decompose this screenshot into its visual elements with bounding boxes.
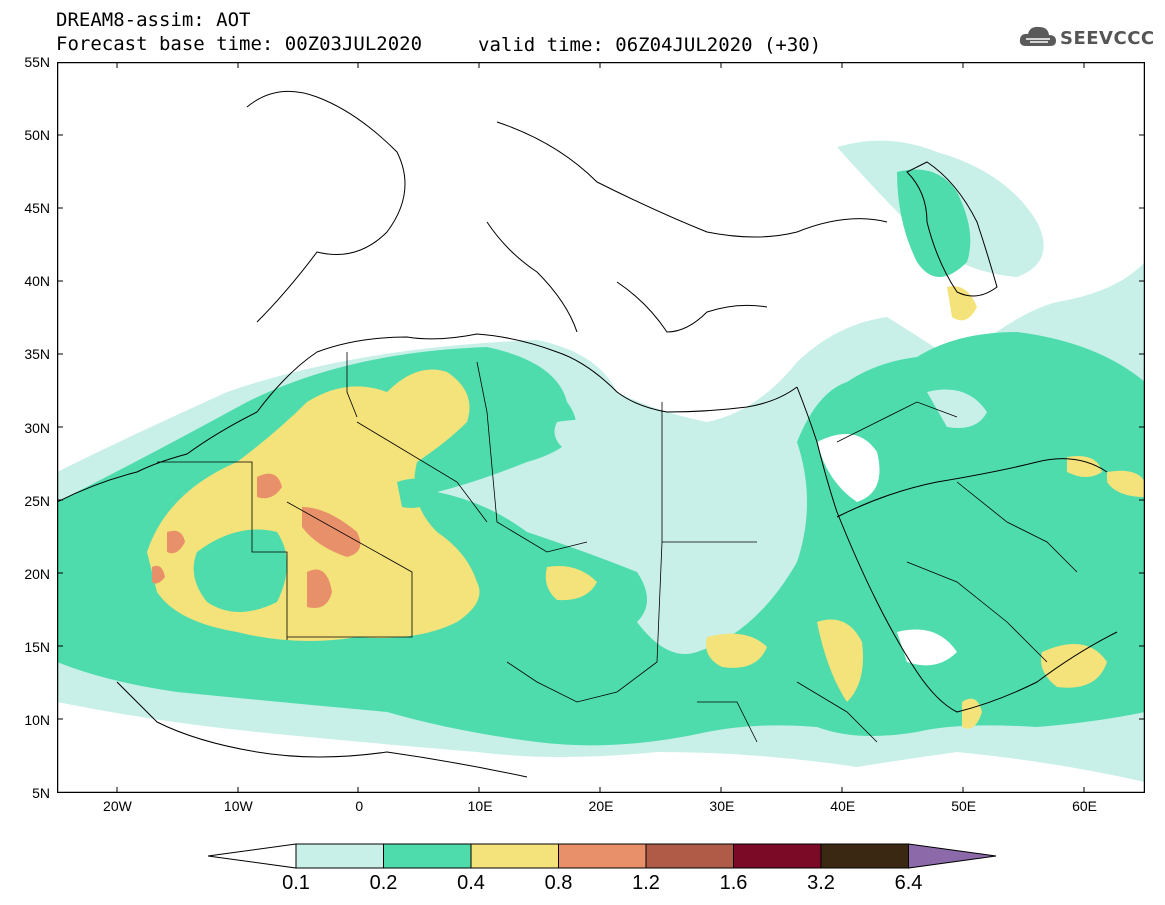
- lat-label: 15N: [24, 638, 50, 655]
- seevccc-logo: SEEVCCC: [1018, 22, 1158, 56]
- colorbar-label: 1.2: [632, 872, 660, 894]
- lat-label: 45N: [24, 200, 50, 217]
- colorbar-box: [470, 843, 559, 869]
- cloud-icon: [1019, 26, 1056, 46]
- lon-label: 0: [355, 798, 364, 814]
- lon-label: 10E: [467, 798, 493, 814]
- colorbar-label: 0.1: [282, 872, 310, 894]
- colorbar-label: 0.8: [544, 872, 573, 894]
- aot-colorbar: [207, 843, 997, 869]
- colorbar-label: 1.6: [719, 872, 748, 894]
- grid-ticks: [57, 62, 1145, 793]
- lat-label: 25N: [24, 492, 50, 509]
- aot-field: [57, 140, 1145, 782]
- colorbar-box: [558, 843, 647, 869]
- lon-label: 40E: [830, 798, 856, 814]
- lon-label: 30E: [709, 798, 735, 814]
- lat-label: 50N: [24, 127, 50, 144]
- colorbar-label: 0.4: [457, 872, 485, 894]
- valid-time: valid time: 06Z04JUL2020 (+30): [478, 34, 822, 56]
- lon-label: 50E: [951, 798, 977, 814]
- colorbar-box: [295, 843, 384, 869]
- lon-label: 20W: [103, 798, 132, 814]
- forecast-base-time: Forecast base time: 00Z03JUL2020: [56, 33, 423, 55]
- country-borders: [157, 352, 1078, 743]
- colorbar-over-arrow: [908, 843, 997, 869]
- colorbar-under-arrow: [207, 843, 297, 869]
- lat-label: 20N: [24, 565, 50, 582]
- lat-label: 10N: [24, 711, 50, 728]
- lon-label: 20E: [588, 798, 614, 814]
- colorbar-label: 3.2: [807, 872, 835, 894]
- colorbar-box: [383, 843, 472, 869]
- colorbar-label: 6.4: [894, 872, 923, 894]
- aot-map: [57, 62, 1145, 793]
- colorbar-label: 0.2: [369, 872, 398, 894]
- lat-label: 30N: [24, 419, 50, 436]
- lon-label: 60E: [1072, 798, 1097, 814]
- logo-text: SEEVCCC: [1060, 28, 1155, 49]
- lat-label: 40N: [24, 273, 50, 290]
- map-title: DREAM8-assim: AOT: [56, 9, 251, 31]
- colorbar-box: [820, 843, 909, 869]
- map-border: [57, 62, 1145, 793]
- lat-label: 5N: [32, 785, 50, 801]
- colorbar-box: [645, 843, 734, 869]
- lat-label: 55N: [24, 54, 50, 70]
- colorbar-box: [733, 843, 822, 869]
- lat-label: 35N: [24, 346, 50, 363]
- coastlines: [57, 90, 1118, 778]
- lon-label: 10W: [223, 798, 253, 814]
